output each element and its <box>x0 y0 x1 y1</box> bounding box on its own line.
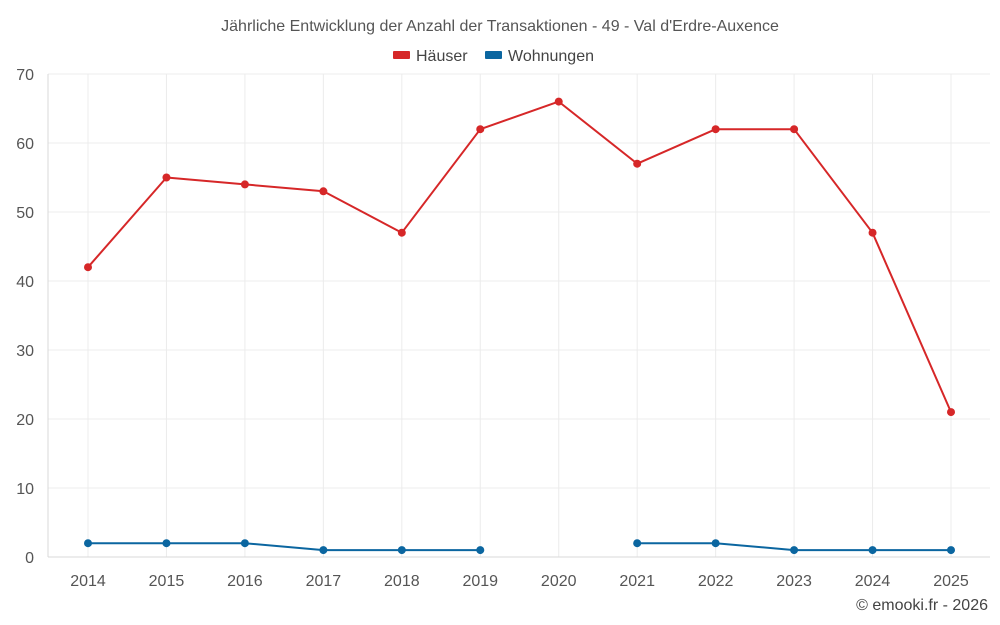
legend-item-wohnungen[interactable]: Wohnungen <box>485 48 594 65</box>
data-point-haeuser[interactable] <box>319 187 328 196</box>
data-point-haeuser[interactable] <box>711 125 720 134</box>
x-tick-label: 2020 <box>541 573 577 590</box>
data-point-wohnungen[interactable] <box>397 546 406 555</box>
y-tick-label: 60 <box>16 136 34 153</box>
data-point-wohnungen[interactable] <box>319 546 328 555</box>
y-tick-label: 40 <box>16 274 34 291</box>
y-tick-label: 20 <box>16 412 34 429</box>
legend-swatch-wohnungen <box>485 51 502 59</box>
x-tick-label: 2017 <box>306 573 342 590</box>
data-point-haeuser[interactable] <box>162 173 171 182</box>
x-tick-label: 2022 <box>698 573 734 590</box>
chart-title: Jährliche Entwicklung der Anzahl der Tra… <box>221 18 779 35</box>
x-tick-label: 2014 <box>70 573 106 590</box>
data-point-haeuser[interactable] <box>476 125 485 134</box>
x-tick-label: 2019 <box>462 573 498 590</box>
x-tick-label: 2024 <box>855 573 891 590</box>
y-tick-label: 10 <box>16 481 34 498</box>
x-tick-label: 2025 <box>933 573 969 590</box>
x-tick-label: 2021 <box>619 573 655 590</box>
credit-text: © emooki.fr - 2026 <box>856 597 988 614</box>
x-tick-label: 2018 <box>384 573 420 590</box>
data-point-wohnungen[interactable] <box>240 539 249 548</box>
data-point-haeuser[interactable] <box>633 159 642 168</box>
data-point-wohnungen[interactable] <box>868 546 877 555</box>
axes: 0 10 20 30 40 50 60 70 2014 2015 2016 2017 2018 2019 2… <box>16 67 990 590</box>
data-point-haeuser[interactable] <box>397 228 406 237</box>
data-point-haeuser[interactable] <box>554 97 563 106</box>
data-point-haeuser[interactable] <box>868 228 877 237</box>
data-point-haeuser[interactable] <box>240 180 249 189</box>
legend-item-haeuser[interactable]: Häuser <box>393 48 468 65</box>
y-tick-label: 70 <box>16 67 34 84</box>
legend-swatch-haeuser <box>393 51 410 59</box>
data-point-wohnungen[interactable] <box>947 546 955 555</box>
y-tick-label: 0 <box>25 550 34 567</box>
data-point-wohnungen[interactable] <box>476 546 485 555</box>
legend-label-wohnungen: Wohnungen <box>508 48 594 65</box>
legend: Häuser Wohnungen <box>393 48 594 65</box>
series <box>84 97 955 555</box>
data-point-wohnungen[interactable] <box>790 546 799 555</box>
series-line-wohnungen <box>88 542 481 552</box>
data-point-haeuser[interactable] <box>84 263 92 272</box>
y-tick-label: 30 <box>16 343 34 360</box>
series-line-haeuser <box>87 100 952 413</box>
x-tick-label: 2015 <box>149 573 185 590</box>
x-tick-label: 2016 <box>227 573 263 590</box>
data-point-haeuser[interactable] <box>947 408 955 417</box>
x-tick-label: 2023 <box>776 573 812 590</box>
legend-label-haeuser: Häuser <box>416 48 468 65</box>
y-tick-label: 50 <box>16 205 34 222</box>
data-point-haeuser[interactable] <box>790 125 799 134</box>
data-point-wohnungen[interactable] <box>84 539 92 548</box>
data-point-wohnungen[interactable] <box>162 539 171 548</box>
gridlines <box>48 73 990 557</box>
data-point-wohnungen[interactable] <box>711 539 720 548</box>
data-point-wohnungen[interactable] <box>633 539 642 548</box>
